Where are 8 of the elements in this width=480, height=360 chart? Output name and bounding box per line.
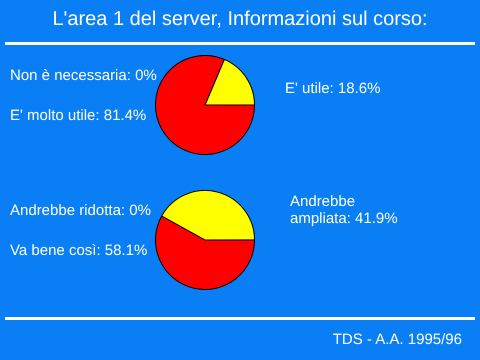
slice-label: E' utile: 18.6%	[285, 80, 380, 97]
text: TDS - A.A. 1995/96	[332, 331, 462, 348]
category-label: Andrebbe ridotta: 0%	[10, 202, 151, 219]
slice-label: E' molto utile: 81.4%	[10, 107, 146, 124]
slice-label: Va bene così: 58.1%	[10, 242, 148, 259]
chart-title: L'area 1 del server, Informazioni sul corso:	[51, 8, 429, 31]
slice-label: Andrebbe ampliata: 41.9%	[290, 193, 398, 227]
category-label: Non è necessaria: 0%	[10, 67, 157, 84]
